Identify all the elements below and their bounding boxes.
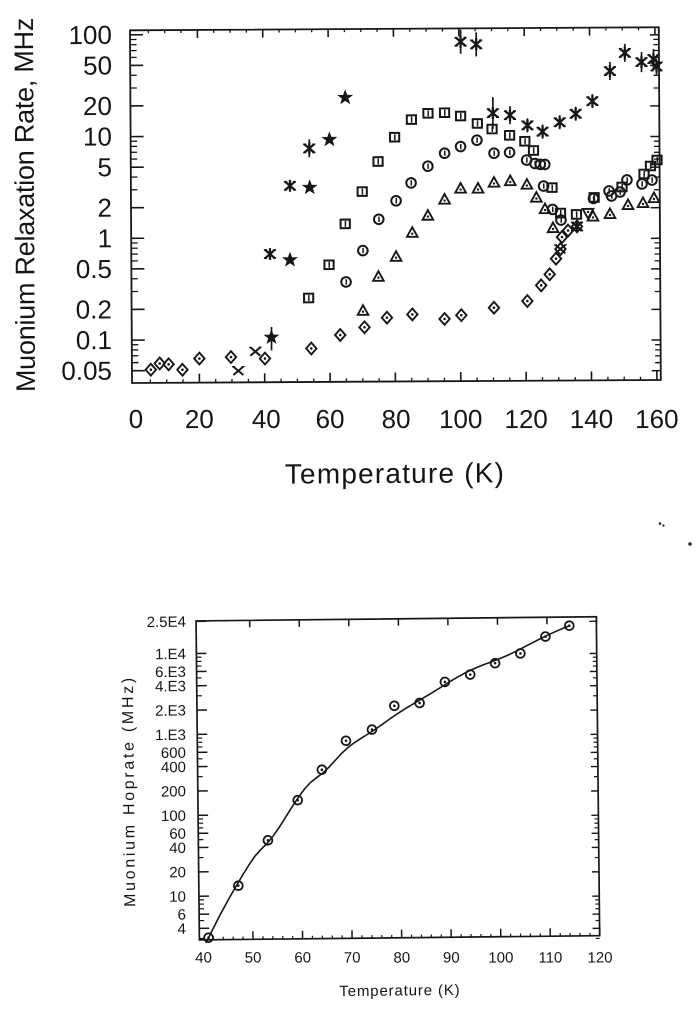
svg-text:1.E3: 1.E3 (155, 727, 186, 744)
svg-text:0.2: 0.2 (76, 294, 112, 324)
svg-text:40: 40 (195, 949, 212, 966)
svg-text:120: 120 (587, 949, 612, 966)
svg-text:0.5: 0.5 (76, 254, 112, 284)
svg-text:4.E3: 4.E3 (155, 678, 186, 695)
svg-text:60: 60 (169, 826, 186, 843)
svg-text:40: 40 (252, 404, 281, 434)
svg-text:100: 100 (488, 949, 513, 966)
svg-text:10: 10 (83, 122, 112, 152)
svg-text:1: 1 (97, 223, 112, 253)
svg-text:40: 40 (169, 840, 186, 857)
svg-text:2.E3: 2.E3 (155, 702, 186, 719)
svg-text:400: 400 (161, 759, 186, 776)
svg-text:Muonium Relaxation Rate, MHz: Muonium Relaxation Rate, MHz (9, 18, 41, 392)
svg-text:Temperature (K): Temperature (K) (339, 982, 460, 1000)
svg-text:0: 0 (129, 404, 144, 434)
svg-text:5: 5 (97, 152, 112, 182)
svg-text:2: 2 (97, 193, 112, 223)
svg-text:160: 160 (635, 404, 679, 434)
svg-text:20: 20 (169, 864, 186, 881)
svg-text:0.1: 0.1 (76, 325, 112, 355)
svg-text:90: 90 (443, 949, 460, 966)
svg-text:Muonium Hoprate (MHz): Muonium Hoprate (MHz) (120, 675, 139, 907)
svg-text:200: 200 (161, 783, 186, 800)
svg-text:Temperature (K): Temperature (K) (285, 457, 505, 489)
svg-text:1.E4: 1.E4 (155, 646, 186, 663)
svg-text:80: 80 (393, 949, 410, 966)
svg-text:50: 50 (245, 949, 262, 966)
svg-text:60: 60 (315, 404, 344, 434)
svg-text:110: 110 (538, 949, 562, 966)
svg-text:4: 4 (178, 921, 187, 938)
svg-text:20: 20 (185, 404, 214, 434)
svg-text:20: 20 (83, 91, 112, 121)
svg-text:6: 6 (177, 907, 186, 924)
svg-text:70: 70 (344, 949, 361, 966)
svg-text:6.E3: 6.E3 (155, 664, 186, 681)
svg-text:60: 60 (294, 949, 311, 966)
svg-text:140: 140 (570, 404, 614, 434)
svg-text:50: 50 (83, 50, 112, 80)
svg-text:100: 100 (439, 404, 483, 434)
svg-text:0.05: 0.05 (61, 356, 112, 386)
svg-text:100: 100 (161, 808, 186, 825)
svg-text:600: 600 (161, 745, 186, 762)
svg-text:80: 80 (381, 404, 410, 434)
svg-text:2.5E4: 2.5E4 (147, 614, 186, 631)
svg-text:10: 10 (169, 889, 186, 906)
svg-text:120: 120 (504, 404, 548, 434)
svg-text:100: 100 (68, 20, 112, 50)
